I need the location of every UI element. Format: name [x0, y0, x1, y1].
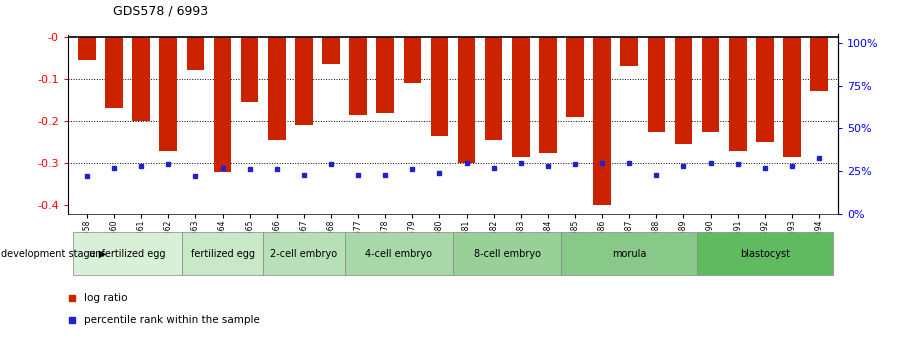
- FancyBboxPatch shape: [562, 232, 697, 275]
- Bar: [593, 37, 611, 206]
- Text: development stage ▶: development stage ▶: [1, 249, 106, 258]
- Text: 8-cell embryo: 8-cell embryo: [474, 249, 541, 258]
- Bar: [323, 37, 340, 64]
- Bar: [403, 37, 421, 83]
- Text: morula: morula: [612, 249, 647, 258]
- Bar: [350, 37, 367, 115]
- Bar: [430, 37, 448, 136]
- FancyBboxPatch shape: [453, 232, 562, 275]
- Bar: [458, 37, 476, 163]
- FancyBboxPatch shape: [344, 232, 453, 275]
- Bar: [214, 37, 231, 172]
- Bar: [566, 37, 583, 117]
- Text: percentile rank within the sample: percentile rank within the sample: [84, 315, 260, 325]
- Bar: [187, 37, 204, 70]
- FancyBboxPatch shape: [73, 232, 182, 275]
- Bar: [376, 37, 394, 112]
- Bar: [295, 37, 313, 125]
- Text: blastocyst: blastocyst: [740, 249, 790, 258]
- Bar: [159, 37, 177, 150]
- Text: fertilized egg: fertilized egg: [190, 249, 255, 258]
- Text: unfertilized egg: unfertilized egg: [90, 249, 166, 258]
- Text: GDS578 / 6993: GDS578 / 6993: [113, 4, 208, 17]
- Text: 4-cell embryo: 4-cell embryo: [365, 249, 432, 258]
- Bar: [132, 37, 150, 121]
- FancyBboxPatch shape: [263, 232, 344, 275]
- Bar: [105, 37, 123, 108]
- Bar: [756, 37, 774, 142]
- Bar: [268, 37, 285, 140]
- Bar: [512, 37, 530, 157]
- Text: log ratio: log ratio: [84, 293, 128, 303]
- Bar: [78, 37, 96, 60]
- Bar: [810, 37, 828, 91]
- Bar: [621, 37, 638, 66]
- Bar: [485, 37, 503, 140]
- Bar: [675, 37, 692, 144]
- Bar: [241, 37, 258, 102]
- Bar: [729, 37, 747, 150]
- Bar: [648, 37, 665, 131]
- FancyBboxPatch shape: [697, 232, 833, 275]
- Text: 2-cell embryo: 2-cell embryo: [270, 249, 337, 258]
- Bar: [702, 37, 719, 131]
- FancyBboxPatch shape: [182, 232, 263, 275]
- Bar: [539, 37, 556, 153]
- Bar: [783, 37, 801, 157]
